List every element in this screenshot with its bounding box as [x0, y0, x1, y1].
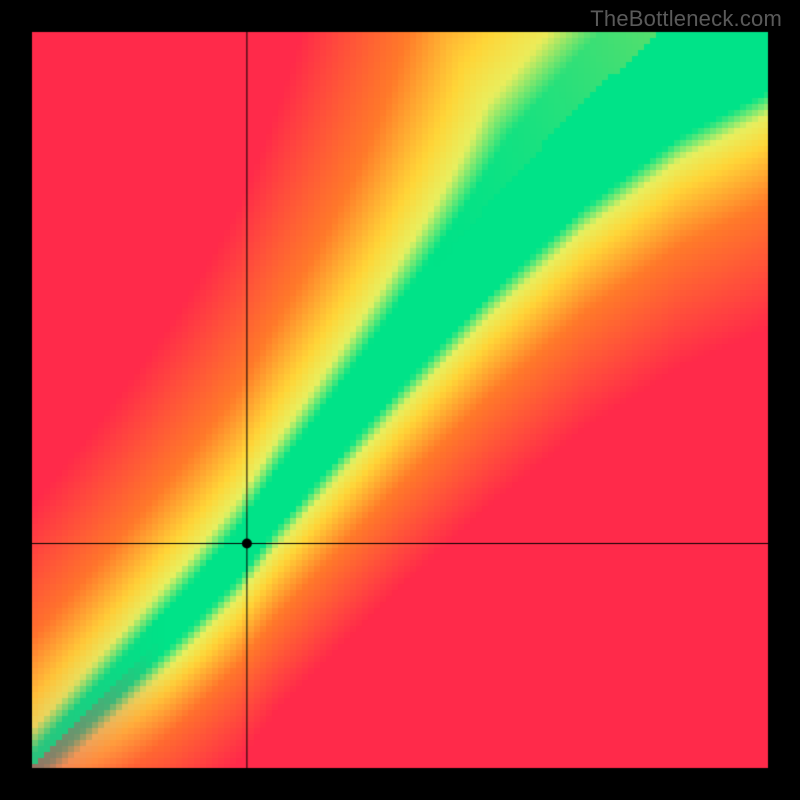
- heatmap-canvas: [0, 0, 800, 800]
- chart-container: TheBottleneck.com: [0, 0, 800, 800]
- watermark-text: TheBottleneck.com: [590, 6, 782, 32]
